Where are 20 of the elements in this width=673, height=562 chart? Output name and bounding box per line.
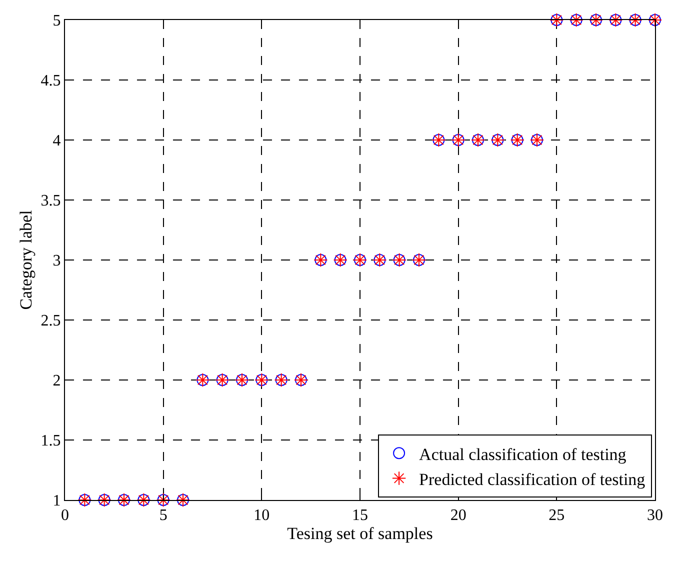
y-tick-label: 5	[52, 12, 61, 30]
y-axis-title: Category label	[16, 210, 36, 310]
x-tick-label: 25	[548, 507, 565, 524]
x-axis-title: Tesing set of samples	[287, 524, 433, 544]
x-tick-label: 30	[647, 507, 663, 524]
y-tick-label: 2.5	[40, 312, 61, 330]
x-tick-label: 10	[254, 507, 270, 524]
y-tick-label: 4.5	[40, 72, 61, 90]
y-tick-label: 1	[52, 492, 61, 510]
x-tick-label: 5	[159, 507, 168, 524]
y-tick-label: 1.5	[40, 432, 61, 450]
legend-label: Predicted classification of testing	[419, 470, 646, 489]
y-tick-label: 3	[52, 252, 61, 270]
y-tick-label: 4	[52, 132, 61, 150]
y-tick-label: 2	[52, 372, 61, 390]
x-tick-label: 15	[352, 507, 368, 524]
y-tick-label: 3.5	[40, 192, 61, 210]
x-tick-label: 20	[450, 507, 466, 524]
legend-label: Actual classification of testing	[419, 444, 627, 464]
x-tick-label: 0	[61, 507, 69, 524]
